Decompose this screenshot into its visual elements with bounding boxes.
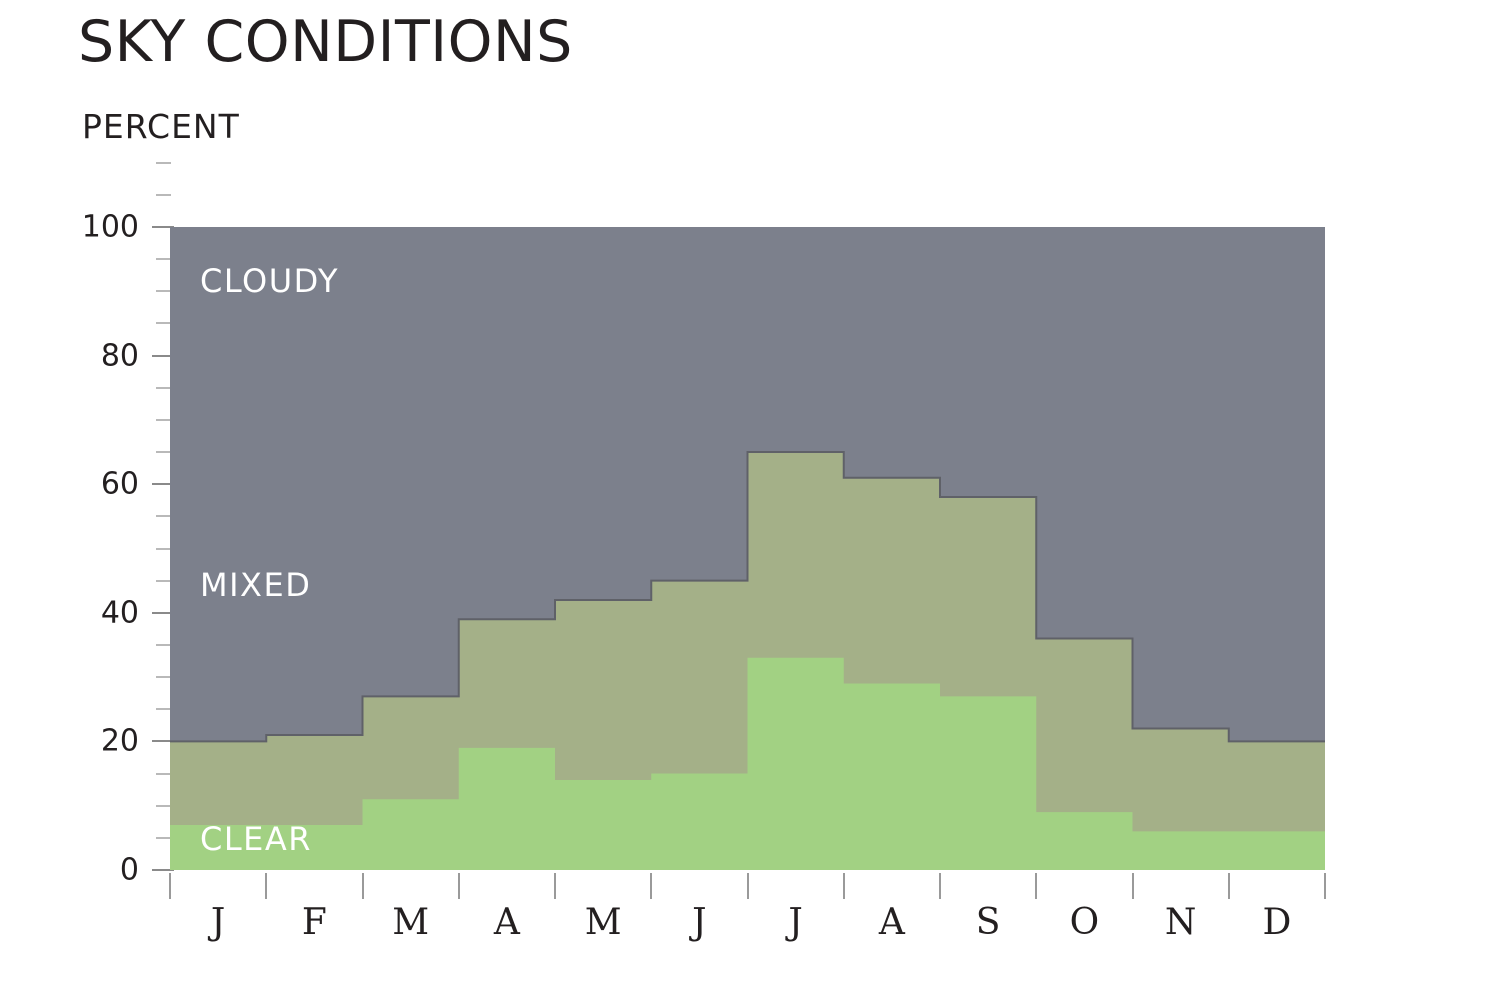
x-tick-label: M [584, 902, 622, 943]
x-tick [1131, 873, 1134, 899]
x-tick [1324, 873, 1326, 899]
x-tick [265, 873, 268, 899]
y-tick-label: 20 [100, 723, 139, 759]
y-tick-minor [156, 547, 171, 550]
y-tick-major [152, 226, 174, 228]
y-tick-label: 60 [100, 466, 139, 502]
x-tick-label: J [692, 902, 707, 943]
y-tick-minor [156, 515, 171, 518]
x-tick [361, 873, 364, 899]
x-tick [169, 873, 171, 899]
series-clear [170, 657, 1325, 870]
clear-area-path [170, 657, 1325, 870]
y-axis: 0 20 40 60 80 100 [0, 161, 175, 890]
x-tick [1227, 873, 1230, 899]
page-title: SKY CONDITIONS [78, 9, 573, 75]
y-tick-major [152, 354, 174, 357]
y-tick-minor [156, 322, 171, 325]
y-tick-minor [156, 676, 171, 679]
y-tick-minor [156, 804, 171, 807]
x-tick [554, 873, 556, 899]
page-subtitle: PERCENT [82, 107, 240, 146]
x-tick-label: J [788, 902, 803, 943]
y-tick-minor [156, 643, 171, 646]
x-tick [1035, 873, 1038, 899]
y-tick-major [152, 869, 174, 871]
plot-area [170, 227, 1325, 870]
y-tick-minor [156, 836, 171, 839]
y-tick-major [152, 740, 174, 743]
y-tick-minor [156, 161, 171, 164]
x-tick-label: D [1262, 902, 1292, 943]
series-label-clear: CLEAR [200, 820, 313, 858]
y-tick-label: 100 [81, 209, 139, 245]
series-label-cloudy: CLOUDY [200, 262, 340, 300]
x-tick-label: N [1164, 902, 1197, 943]
y-tick-major [152, 483, 174, 486]
y-tick-label: 0 [119, 852, 139, 888]
x-tick [650, 873, 653, 899]
y-tick-label: 40 [100, 595, 139, 631]
y-tick-minor [156, 290, 171, 293]
x-tick-label: A [493, 902, 520, 943]
y-tick-minor [156, 708, 171, 711]
y-tick-minor [156, 193, 171, 196]
y-tick-minor [156, 418, 171, 421]
x-tick-label: J [210, 902, 226, 943]
y-tick-major [152, 611, 174, 614]
x-tick [842, 873, 845, 899]
x-tick [746, 873, 749, 899]
x-tick-label: A [878, 902, 905, 943]
y-tick-minor [156, 579, 171, 582]
y-tick-minor [156, 386, 171, 389]
y-tick-label: 80 [100, 338, 139, 374]
stacked-area-svg [170, 227, 1325, 870]
x-tick-label: O [1069, 902, 1100, 943]
x-tick [457, 873, 460, 899]
x-tick [939, 873, 941, 899]
y-tick-minor [156, 258, 171, 261]
x-tick-label: S [975, 902, 1001, 943]
y-tick-minor [156, 772, 171, 775]
series-label-mixed: MIXED [200, 566, 312, 604]
x-tick-label: M [392, 902, 430, 943]
y-tick-minor [156, 451, 171, 454]
mixed-top-edge [170, 451, 1325, 743]
x-tick-label: F [301, 902, 327, 943]
